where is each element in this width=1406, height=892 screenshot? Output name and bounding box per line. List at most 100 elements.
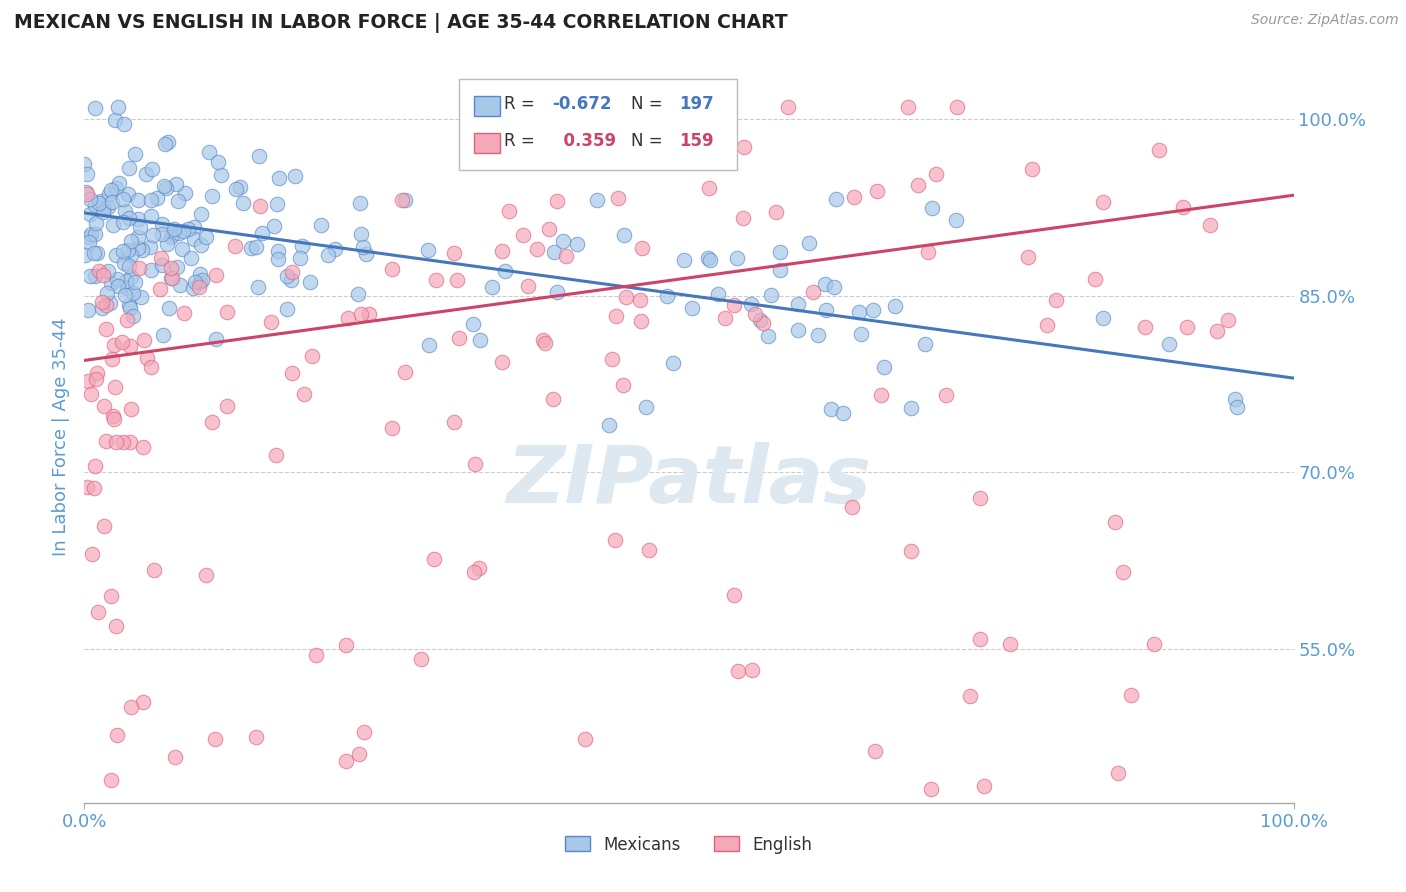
Point: [84, 216, 107, 230]
Point: [443, 416, 465, 430]
Point: [120, 301, 142, 315]
Point: [335, 638, 357, 652]
Point: [969, 491, 991, 506]
Point: [188, 268, 211, 282]
Point: [546, 194, 568, 208]
Point: [865, 184, 887, 198]
Point: [115, 274, 138, 288]
Point: [87, 196, 110, 211]
Point: [232, 195, 254, 210]
Point: [801, 285, 824, 300]
Point: [127, 194, 149, 208]
Point: [152, 178, 174, 193]
Point: [118, 161, 141, 175]
Point: [917, 244, 939, 259]
Point: [612, 377, 634, 392]
Point: [1175, 320, 1198, 334]
Point: [381, 420, 404, 434]
Point: [299, 276, 322, 290]
Point: [554, 249, 576, 263]
Point: [93, 205, 115, 219]
Point: [1091, 310, 1114, 325]
Point: [194, 568, 217, 582]
Point: [1107, 766, 1129, 780]
Point: [1171, 200, 1194, 214]
Point: [77, 302, 100, 317]
Text: MEXICAN VS ENGLISH IN LABOR FORCE | AGE 35-44 CORRELATION CHART: MEXICAN VS ENGLISH IN LABOR FORCE | AGE …: [14, 13, 787, 33]
Point: [201, 415, 224, 429]
Point: [156, 135, 179, 149]
Point: [786, 297, 808, 311]
Point: [491, 355, 513, 369]
Point: [129, 290, 152, 304]
Point: [769, 245, 792, 260]
FancyBboxPatch shape: [460, 78, 737, 170]
Point: [1199, 218, 1222, 232]
Point: [634, 400, 657, 414]
Point: [152, 217, 174, 231]
Point: [104, 180, 127, 194]
Point: [409, 652, 432, 666]
Point: [79, 207, 101, 221]
Point: [637, 542, 659, 557]
Point: [349, 747, 371, 762]
Point: [245, 240, 267, 254]
Point: [841, 500, 863, 514]
Point: [249, 199, 271, 213]
Point: [91, 268, 114, 283]
Point: [723, 298, 745, 312]
Point: [512, 227, 534, 242]
Text: N =: N =: [631, 132, 668, 150]
Point: [180, 252, 202, 266]
Point: [184, 276, 207, 290]
Point: [823, 280, 845, 294]
Point: [107, 100, 129, 114]
Point: [101, 218, 124, 232]
Point: [605, 309, 627, 323]
Point: [132, 333, 155, 347]
Point: [849, 327, 872, 342]
Point: [107, 272, 129, 286]
Point: [748, 313, 770, 327]
Point: [740, 297, 762, 311]
Point: [284, 169, 307, 183]
Point: [172, 242, 194, 256]
Point: [83, 481, 105, 495]
Point: [198, 145, 221, 159]
Point: [118, 211, 141, 226]
Point: [93, 519, 115, 533]
Point: [100, 351, 122, 366]
Point: [935, 388, 957, 402]
Point: [727, 664, 749, 678]
Point: [276, 268, 298, 283]
Point: [681, 301, 703, 315]
Point: [260, 315, 283, 329]
Point: [120, 402, 142, 417]
Point: [758, 329, 780, 343]
Point: [160, 229, 183, 244]
Point: [1223, 392, 1246, 406]
Point: [418, 338, 440, 352]
Point: [494, 264, 516, 278]
Point: [526, 242, 548, 256]
Point: [79, 230, 101, 244]
Point: [725, 252, 748, 266]
Point: [120, 270, 142, 285]
Point: [209, 169, 232, 183]
Point: [1205, 324, 1227, 338]
Point: [924, 167, 946, 181]
Point: [447, 331, 470, 345]
Point: [516, 279, 538, 293]
Point: [1143, 637, 1166, 651]
Text: Source: ZipAtlas.com: Source: ZipAtlas.com: [1251, 13, 1399, 28]
Point: [973, 779, 995, 793]
Point: [543, 392, 565, 407]
Point: [90, 301, 112, 315]
Point: [152, 327, 174, 342]
Point: [90, 194, 112, 208]
Point: [814, 303, 837, 318]
Point: [84, 458, 107, 473]
Point: [117, 313, 139, 327]
Text: 159: 159: [679, 132, 714, 150]
Point: [166, 260, 188, 275]
